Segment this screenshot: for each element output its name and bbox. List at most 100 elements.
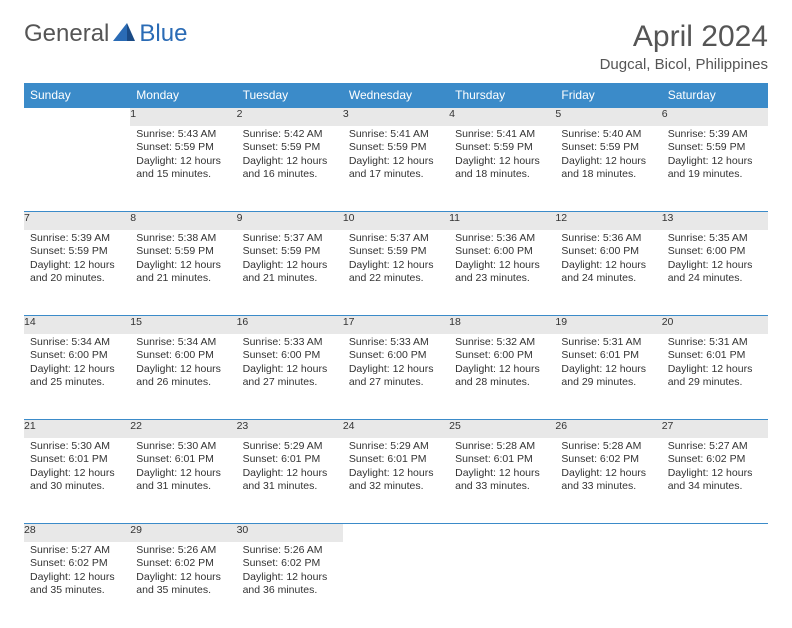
sunset-text: Sunset: 5:59 PM [349, 245, 443, 259]
day-content: Sunrise: 5:40 AMSunset: 5:59 PMDaylight:… [555, 126, 661, 189]
daylight-text: and 26 minutes. [136, 376, 230, 390]
daylight-text: Daylight: 12 hours [349, 155, 443, 169]
daylight-text: Daylight: 12 hours [561, 467, 655, 481]
day-content: Sunrise: 5:34 AMSunset: 6:00 PMDaylight:… [130, 334, 236, 397]
day-content: Sunrise: 5:29 AMSunset: 6:01 PMDaylight:… [343, 438, 449, 501]
day-cell: Sunrise: 5:31 AMSunset: 6:01 PMDaylight:… [662, 334, 768, 420]
sunrise-text: Sunrise: 5:29 AM [349, 440, 443, 454]
sunrise-text: Sunrise: 5:32 AM [455, 336, 549, 350]
sunrise-text: Sunrise: 5:39 AM [668, 128, 762, 142]
day-cell: Sunrise: 5:38 AMSunset: 5:59 PMDaylight:… [130, 230, 236, 316]
day-number: 25 [449, 420, 555, 438]
empty-cell [555, 542, 661, 628]
empty-cell [343, 524, 449, 542]
empty-cell [662, 524, 768, 542]
daylight-text: and 18 minutes. [561, 168, 655, 182]
daylight-text: and 31 minutes. [243, 480, 337, 494]
daylight-text: Daylight: 12 hours [349, 363, 443, 377]
daylight-text: Daylight: 12 hours [668, 467, 762, 481]
day-number-row: 14151617181920 [24, 316, 768, 334]
day-cell: Sunrise: 5:30 AMSunset: 6:01 PMDaylight:… [130, 438, 236, 524]
day-content: Sunrise: 5:32 AMSunset: 6:00 PMDaylight:… [449, 334, 555, 397]
sunrise-text: Sunrise: 5:36 AM [455, 232, 549, 246]
empty-cell [343, 542, 449, 628]
day-cell: Sunrise: 5:42 AMSunset: 5:59 PMDaylight:… [237, 126, 343, 212]
day-cell: Sunrise: 5:28 AMSunset: 6:02 PMDaylight:… [555, 438, 661, 524]
sunset-text: Sunset: 6:00 PM [561, 245, 655, 259]
sunrise-text: Sunrise: 5:33 AM [349, 336, 443, 350]
day-number: 10 [343, 212, 449, 230]
sunrise-text: Sunrise: 5:43 AM [136, 128, 230, 142]
daylight-text: and 25 minutes. [30, 376, 124, 390]
daylight-text: Daylight: 12 hours [561, 259, 655, 273]
daylight-text: and 17 minutes. [349, 168, 443, 182]
sunset-text: Sunset: 6:02 PM [136, 557, 230, 571]
sunset-text: Sunset: 6:01 PM [668, 349, 762, 363]
day-content: Sunrise: 5:27 AMSunset: 6:02 PMDaylight:… [662, 438, 768, 501]
day-number: 17 [343, 316, 449, 334]
day-content: Sunrise: 5:41 AMSunset: 5:59 PMDaylight:… [343, 126, 449, 189]
empty-cell [24, 126, 130, 212]
day-cell: Sunrise: 5:40 AMSunset: 5:59 PMDaylight:… [555, 126, 661, 212]
sunset-text: Sunset: 6:00 PM [668, 245, 762, 259]
day-number: 16 [237, 316, 343, 334]
day-cell: Sunrise: 5:34 AMSunset: 6:00 PMDaylight:… [130, 334, 236, 420]
day-cell: Sunrise: 5:27 AMSunset: 6:02 PMDaylight:… [24, 542, 130, 628]
daylight-text: Daylight: 12 hours [136, 259, 230, 273]
sunset-text: Sunset: 6:01 PM [30, 453, 124, 467]
day-content-row: Sunrise: 5:30 AMSunset: 6:01 PMDaylight:… [24, 438, 768, 524]
day-content-row: Sunrise: 5:39 AM Sunset: 5:59 PM Daylight:… [24, 230, 768, 316]
daylight-text: and 30 minutes. [30, 480, 124, 494]
sunrise-text: Sunrise: 5:27 AM [668, 440, 762, 454]
daylight-text: and 21 minutes. [136, 272, 230, 286]
sunrise-text: Sunrise: 5:41 AM [455, 128, 549, 142]
weekday-header-row: SundayMondayTuesdayWednesdayThursdayFrid… [24, 83, 768, 108]
daylight-text: and 27 minutes. [243, 376, 337, 390]
day-number: 6 [662, 108, 768, 126]
daylight-text: Daylight: 12 hours [136, 155, 230, 169]
day-cell: Sunrise: 5:29 AMSunset: 6:01 PMDaylight:… [343, 438, 449, 524]
day-number: 24 [343, 420, 449, 438]
day-content: Sunrise: 5:28 AMSunset: 6:01 PMDaylight:… [449, 438, 555, 501]
day-content: Sunrise: 5:31 AMSunset: 6:01 PMDaylight:… [555, 334, 661, 397]
day-content: Sunrise: 5:31 AMSunset: 6:01 PMDaylight:… [662, 334, 768, 397]
sunset-text: Sunset: 5:59 PM [668, 141, 762, 155]
empty-cell [555, 524, 661, 542]
sunset-text: Sunset: 6:00 PM [243, 349, 337, 363]
sunrise-text: Sunrise: 5:31 AM [561, 336, 655, 350]
daylight-text: Daylight: 12 hours [668, 259, 762, 273]
sunrise-text: Sunrise: 5:27 AM [30, 544, 124, 558]
weekday-header: Tuesday [237, 83, 343, 108]
logo: General Blue [24, 20, 187, 48]
day-cell: Sunrise: 5:34 AMSunset: 6:00 PMDaylight:… [24, 334, 130, 420]
daylight-text: Daylight: 12 hours [136, 467, 230, 481]
sunset-text: Sunset: 5:59 PM [136, 141, 230, 155]
daylight-text: and 33 minutes. [561, 480, 655, 494]
empty-cell [449, 524, 555, 542]
daylight-text: and 29 minutes. [668, 376, 762, 390]
daylight-text: Daylight: 12 hours [243, 467, 337, 481]
sunset-text: Sunset: 5:59 PM [243, 245, 337, 259]
day-cell: Sunrise: 5:26 AMSunset: 6:02 PMDaylight:… [130, 542, 236, 628]
sunrise-text: Sunrise: 5:39 AM [30, 232, 124, 246]
sunset-text: Sunset: 6:02 PM [30, 557, 124, 571]
daylight-text: and 33 minutes. [455, 480, 549, 494]
daylight-text: and 15 minutes. [136, 168, 230, 182]
day-content: Sunrise: 5:36 AMSunset: 6:00 PMDaylight:… [449, 230, 555, 293]
day-cell: Sunrise: 5:26 AMSunset: 6:02 PMDaylight:… [237, 542, 343, 628]
day-number: 13 [662, 212, 768, 230]
sunset-text: Sunset: 6:01 PM [561, 349, 655, 363]
weekday-header: Wednesday [343, 83, 449, 108]
sunrise-text: Sunrise: 5:35 AM [668, 232, 762, 246]
day-cell: Sunrise: 5:36 AMSunset: 6:00 PMDaylight:… [555, 230, 661, 316]
logo-triangle-icon [113, 23, 135, 46]
day-cell: Sunrise: 5:29 AMSunset: 6:01 PMDaylight:… [237, 438, 343, 524]
sunset-text: Sunset: 6:00 PM [30, 349, 124, 363]
day-content: Sunrise: 5:29 AMSunset: 6:01 PMDaylight:… [237, 438, 343, 501]
sunrise-text: Sunrise: 5:28 AM [455, 440, 549, 454]
daylight-text: Daylight: 12 hours [455, 259, 549, 273]
day-number: 9 [237, 212, 343, 230]
daylight-text: Daylight: 12 hours [455, 363, 549, 377]
daylight-text: Daylight: 12 hours [30, 259, 124, 273]
daylight-text: and 34 minutes. [668, 480, 762, 494]
